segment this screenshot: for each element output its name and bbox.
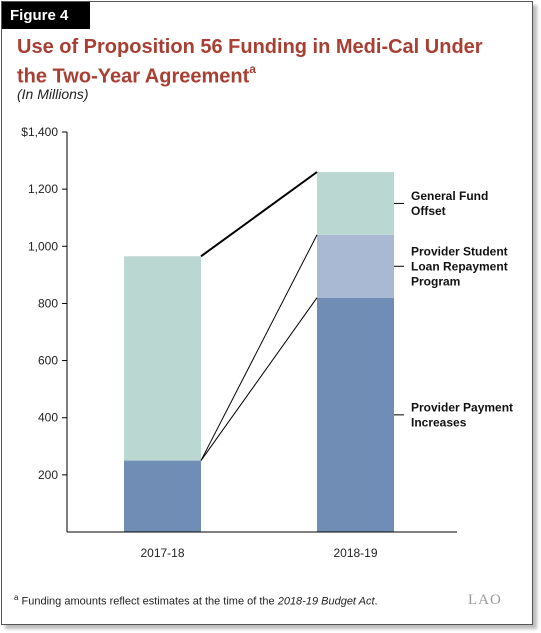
figure-frame: Figure 4 Use of Proposition 56 Funding i… [1, 1, 533, 625]
connector-upper [200, 234, 318, 461]
lao-logo-icon: LAO [468, 592, 502, 608]
y-tick-label: 1,200 [28, 182, 58, 196]
legend-label: Provider Student [411, 244, 508, 258]
figure-label: Figure 4 [2, 2, 90, 29]
y-tick-label: 600 [38, 354, 58, 368]
y-tick-label: 400 [38, 411, 58, 425]
chart-subtitle: (In Millions) [17, 86, 89, 102]
legend-label: Increases [411, 415, 467, 429]
footnote-end: . [374, 595, 378, 608]
legend-label: General Fund [411, 189, 488, 203]
bar-2017-18-series-0 [124, 460, 201, 532]
legend-label: Loan Repayment [411, 259, 508, 273]
bar-2017-18-series-2 [124, 256, 201, 461]
legend-label: Program [411, 274, 460, 288]
x-tick-label: 2017-18 [140, 546, 184, 560]
footnote-italic: 2018-19 Budget Act [277, 595, 375, 608]
y-tick-label: 1,000 [28, 239, 58, 253]
legend-label: Provider Payment [411, 400, 513, 414]
bar-2018-19-series-2 [317, 172, 394, 235]
footnote-text: Funding amounts reflect estimates at the… [21, 595, 278, 608]
footnote: a Funding amounts reflect estimates at t… [14, 593, 378, 608]
y-tick-label: $1,400 [21, 125, 58, 139]
chart-title-text: Use of Proposition 56 Funding in Medi-Ca… [17, 36, 483, 88]
stacked-bar-chart: 200 400 600 800 1,000 1,200 $1,400 2017-18 2018-… [21, 125, 513, 560]
bar-2018-19-series-1 [317, 234, 394, 298]
legend-label: Offset [411, 204, 446, 218]
chart-title: Use of Proposition 56 Funding in Medi-Ca… [17, 35, 517, 89]
bar-2018-19-series-0 [317, 297, 394, 532]
connector-total [200, 171, 318, 258]
y-tick-label: 200 [38, 468, 58, 482]
footnote-marker: a [14, 593, 19, 602]
connector-lower [200, 297, 318, 461]
x-tick-label: 2018-19 [333, 546, 377, 560]
y-tick-label: 800 [38, 296, 58, 310]
title-footnote-marker: a [249, 62, 256, 76]
